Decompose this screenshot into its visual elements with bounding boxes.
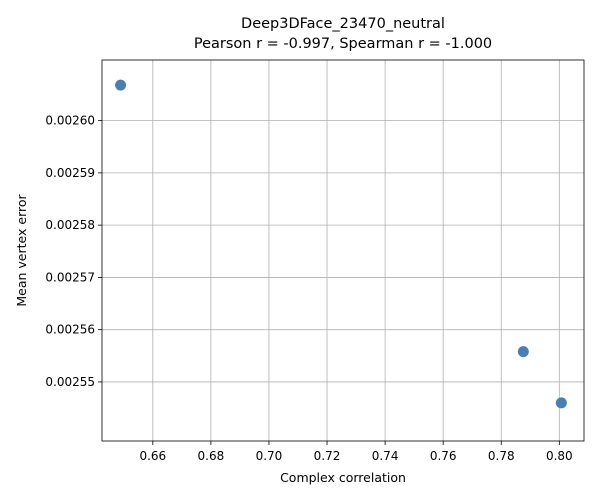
x-tick-label: 0.66 [139,449,166,463]
y-tick-label: 0.00256 [45,323,95,337]
data-point [555,397,567,409]
x-tick-label: 0.74 [372,449,399,463]
data-points [115,79,567,409]
y-tick-label: 0.00259 [45,166,95,180]
data-point [115,79,127,91]
x-tick-label: 0.76 [430,449,457,463]
x-tick-label: 0.72 [314,449,341,463]
y-tick-label: 0.00255 [45,375,95,389]
chart-title: Deep3DFace_23470_neutral [241,16,445,32]
y-tick-label: 0.00258 [45,218,95,232]
x-tick-label: 0.70 [256,449,283,463]
grid [102,60,584,441]
y-tick-label: 0.00260 [45,114,95,128]
x-axis-label: Complex correlation [280,470,406,485]
y-tick-label: 0.00257 [45,270,95,284]
x-tick-label: 0.80 [546,449,573,463]
data-point [517,346,529,358]
chart-subtitle: Pearson r = -0.997, Spearman r = -1.000 [194,36,492,52]
x-tick-label: 0.68 [198,449,225,463]
y-axis-label: Mean vertex error [14,194,29,307]
x-tick-label: 0.78 [488,449,515,463]
plot-frame [101,59,585,442]
axis-ticks: 0.66 0.68 0.70 0.72 0.74 0.76 0.78 0.80 0.00255 0… [45,114,572,463]
